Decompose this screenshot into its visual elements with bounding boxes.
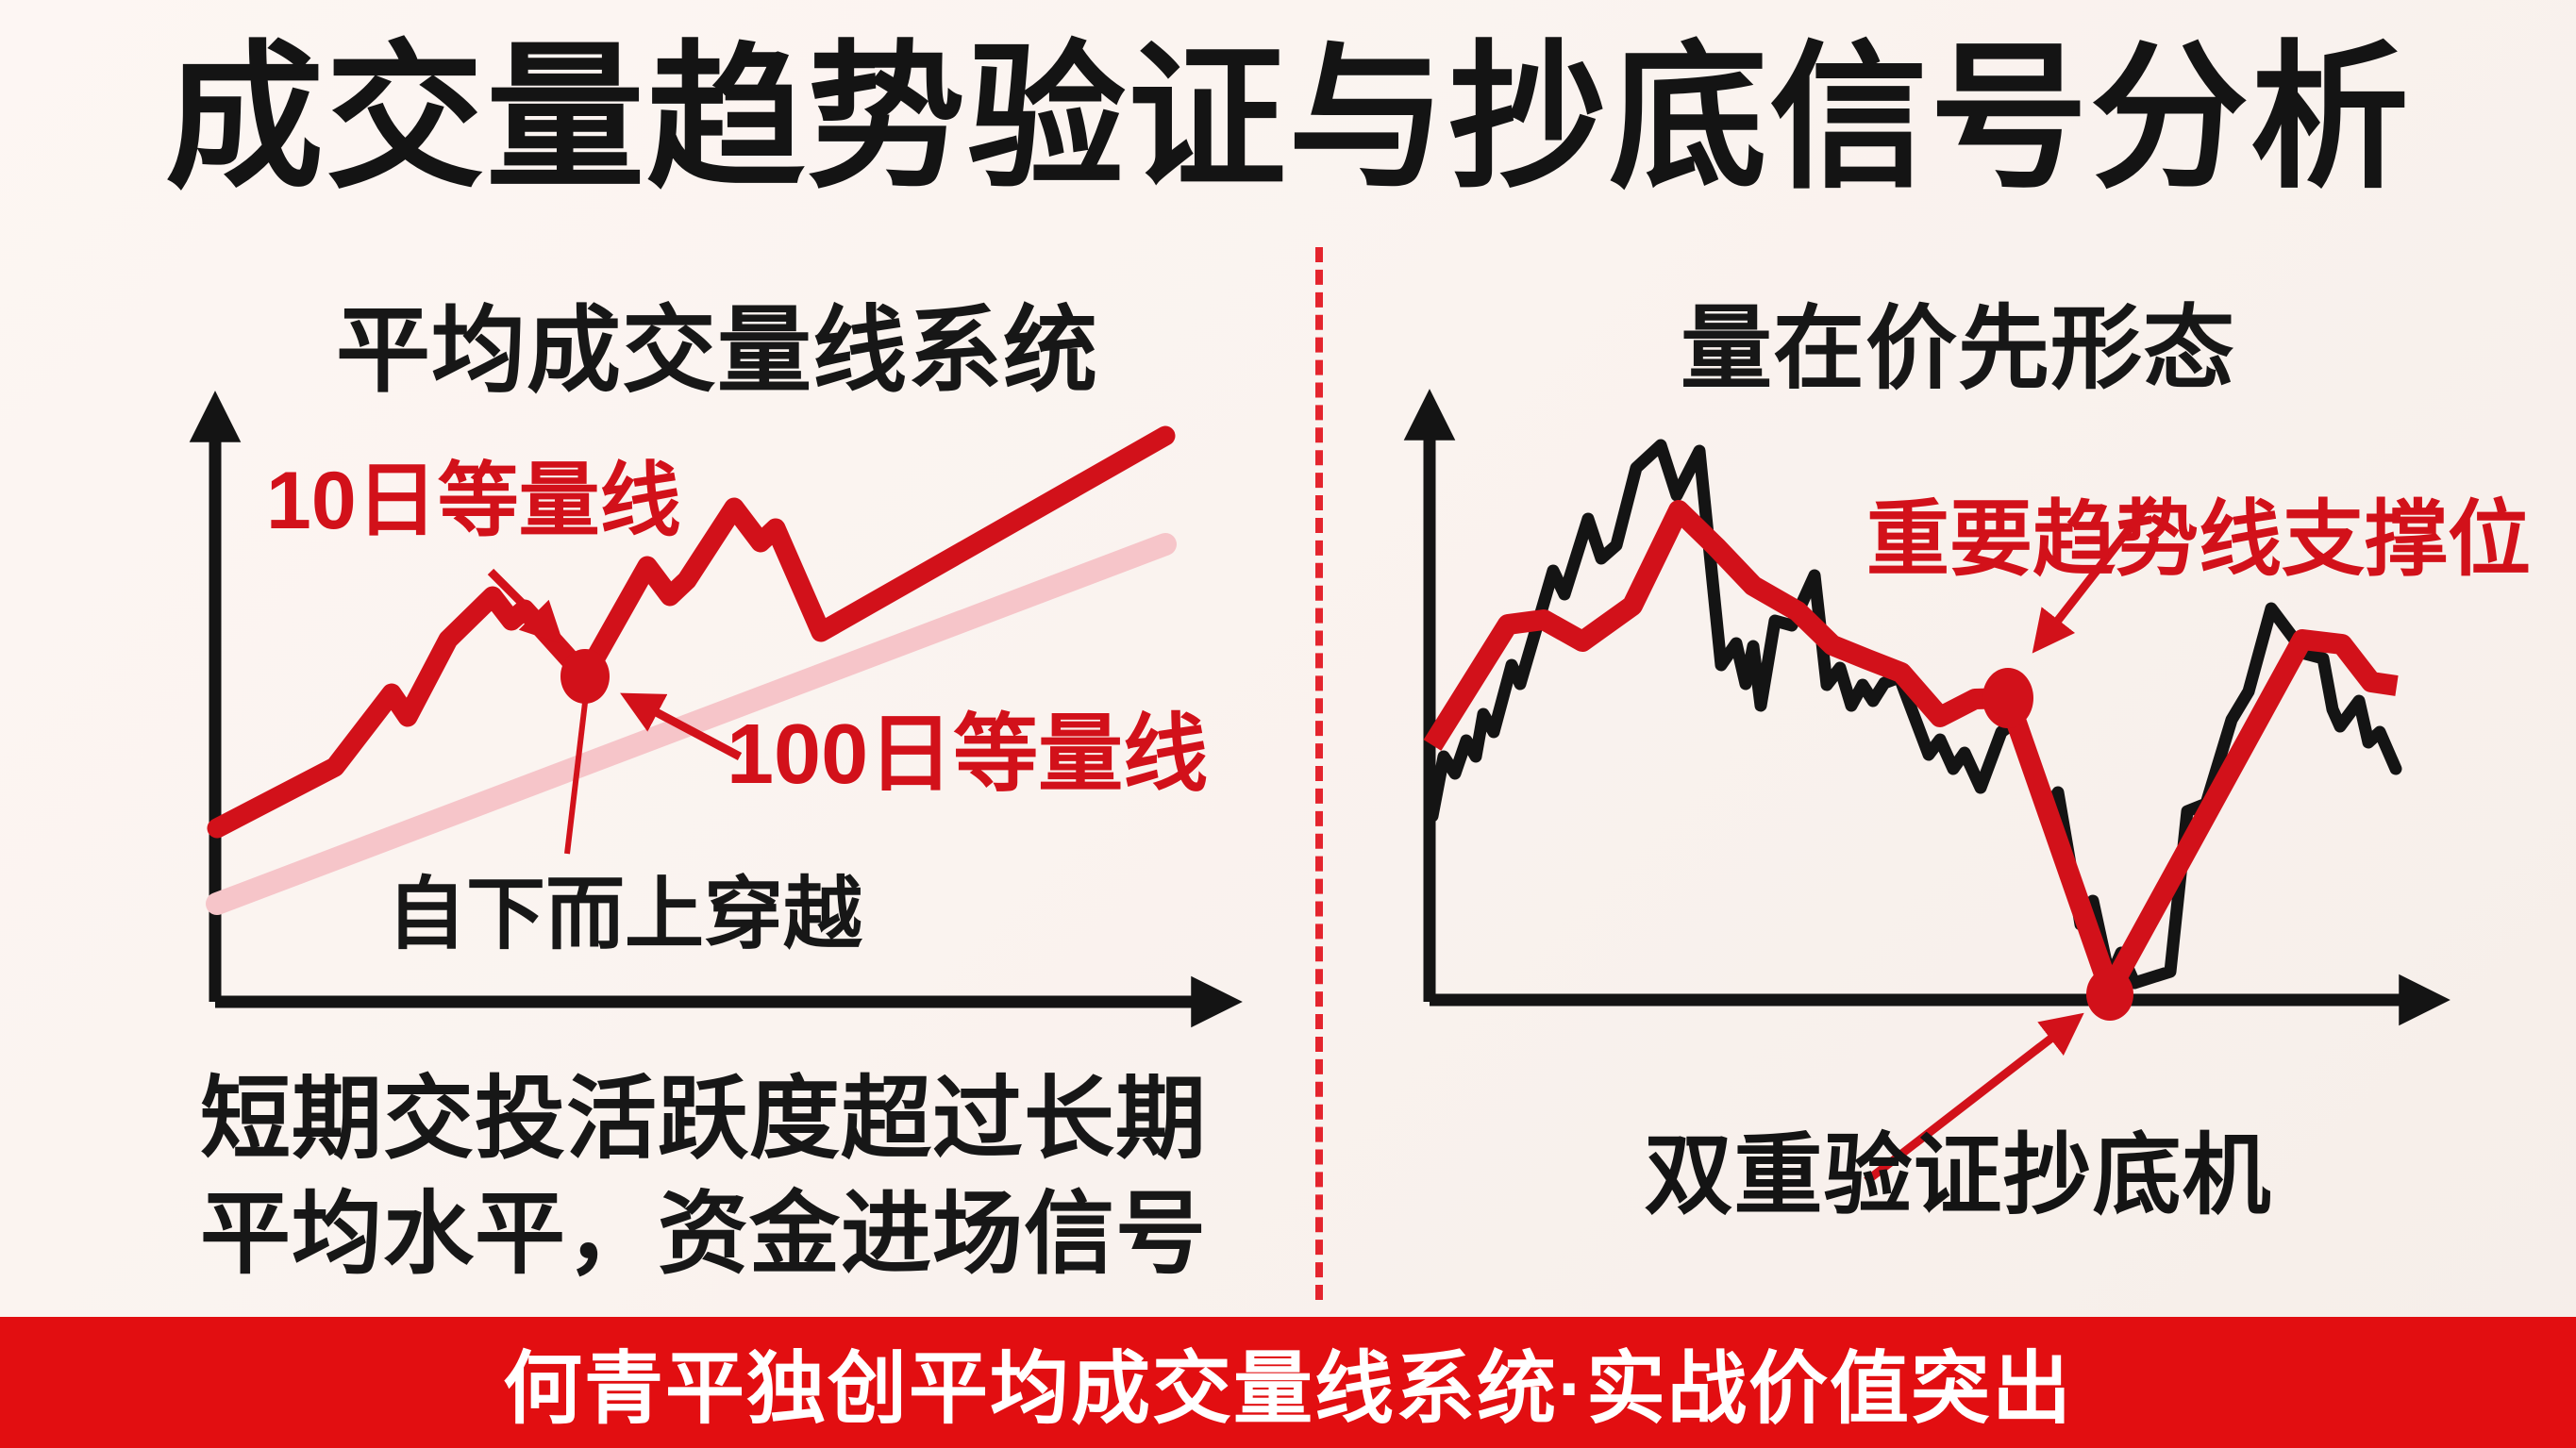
right-panel-title: 量在价先形态 xyxy=(1681,297,2235,400)
bottom-dot xyxy=(2086,968,2133,1021)
left-panel-title: 平均成交量线系统 xyxy=(336,298,1098,404)
ma10-callout-arrow xyxy=(487,568,564,645)
cross-callout-line xyxy=(564,686,590,855)
bottom-signal-arrow xyxy=(1864,1012,2084,1185)
support-dot xyxy=(1982,668,2033,728)
vertical-dashed-divider xyxy=(1315,247,1323,1300)
left-description: 短期交投活跃度超过长期 平均水平，资金进场信号 xyxy=(200,1062,1295,1292)
left-chart-moving-average-system: 10日等量线 100日等量线 自下而上穿越 xyxy=(189,391,1243,1028)
page-title: 成交量趋势验证与抄底信号分析 xyxy=(165,29,2411,207)
footer-banner: 何青平独创平均成交量线系统·实战价值突出 xyxy=(0,1317,2576,1448)
right-chart-volume-leads-price: 重要趋势线支撑位 xyxy=(1403,389,2531,1185)
footer-banner-text: 何青平独创平均成交量线系统·实战价值突出 xyxy=(503,1344,2073,1433)
ma100-callout-arrow xyxy=(620,692,743,760)
ma100-line xyxy=(206,533,1177,915)
ma100-label: 100日等量线 xyxy=(727,707,1208,802)
volume-line xyxy=(1423,500,2399,1001)
bottom-signal-label: 双重验证抄底机 xyxy=(1644,1125,2272,1224)
cross-label: 自下而上穿越 xyxy=(387,870,863,958)
left-description-line1: 短期交投活跃度超过长期 xyxy=(200,1069,1207,1170)
crossover-dot xyxy=(560,649,610,704)
left-description-line2: 平均水平，资金进场信号 xyxy=(200,1183,1207,1285)
price-line xyxy=(1426,439,2402,990)
support-callout-arrow xyxy=(2032,495,2157,654)
ma10-label: 10日等量线 xyxy=(266,456,681,546)
support-label: 重要趋势线支撑位 xyxy=(1866,492,2531,586)
